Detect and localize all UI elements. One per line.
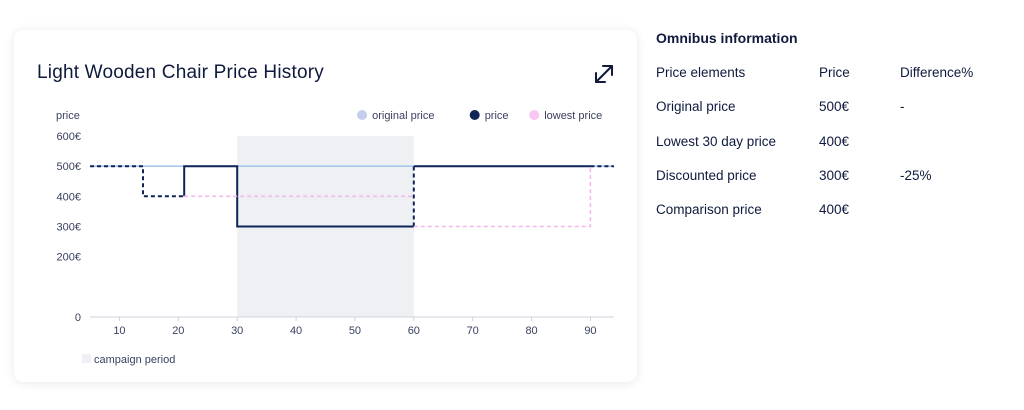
y-tick-label: 200€: [57, 252, 81, 264]
x-tick-label: 10: [113, 325, 125, 337]
x-tick-label: 30: [231, 325, 243, 337]
omnibus-info-panel: Omnibus information Price elements Price…: [656, 30, 1016, 236]
expand-diagonal-arrow-icon: [595, 65, 613, 83]
row-label: Comparison price: [656, 202, 762, 218]
omnibus-row-lowest-price: Lowest 30 day price 400€: [656, 134, 1016, 168]
omnibus-header-row: Price elements Price Difference%: [656, 65, 1016, 99]
row-price: 300€: [819, 167, 850, 183]
legend-marker: [469, 110, 480, 120]
y-tick-label: 600€: [57, 131, 81, 143]
price-line: [90, 165, 185, 198]
omnibus-row-comparison-price: Comparison price 400€: [656, 202, 1016, 236]
price-line: [183, 165, 414, 228]
price-history-chart: 0 200€ 300€ 400€ 500€ 600€ price 10 20 30 40 50 60 70…: [56, 110, 614, 366]
omnibus-title: Omnibus information: [656, 30, 798, 46]
lowest-price-line: [413, 166, 592, 228]
header-price: Price: [819, 65, 850, 80]
legend-label: lowest price: [544, 110, 602, 122]
legend-label: price: [485, 110, 509, 122]
row-price: 400€: [819, 133, 850, 149]
row-label: Original price: [656, 99, 736, 115]
y-tick-label: 400€: [57, 191, 81, 203]
row-price: 400€: [819, 202, 850, 218]
header-difference: Difference%: [900, 65, 974, 80]
y-tick-label: 0: [75, 312, 81, 324]
x-tick-label: 80: [525, 325, 537, 337]
expand-button[interactable]: [590, 60, 618, 88]
campaign-period-label: campaign period: [94, 354, 175, 366]
x-tick-label: 50: [349, 325, 361, 337]
x-tick-label: 20: [172, 325, 184, 337]
header-price-elements: Price elements: [656, 65, 746, 80]
row-price: 500€: [819, 99, 850, 115]
price-history-card: Light Wooden Chair Price History 0 200€ 30…: [14, 30, 637, 382]
x-tick-label: 40: [290, 325, 302, 337]
x-tick-label: 60: [408, 325, 420, 337]
chart-title: Light Wooden Chair Price History: [37, 62, 324, 83]
legend-marker: [357, 110, 368, 120]
row-difference: -: [900, 99, 905, 115]
campaign-period-swatch: [82, 354, 91, 363]
legend-marker: [529, 110, 540, 120]
omnibus-row-discounted-price: Discounted price 300€ -25%: [656, 168, 1016, 202]
y-tick-label: 300€: [57, 222, 81, 234]
legend-label: original price: [372, 110, 434, 122]
row-difference: -25%: [900, 167, 932, 183]
row-label: Lowest 30 day price: [656, 133, 777, 149]
x-tick-label: 70: [467, 325, 479, 337]
x-tick-label: 90: [584, 325, 596, 337]
omnibus-row-original-price: Original price 500€ -: [656, 99, 1016, 133]
row-label: Discounted price: [656, 167, 757, 183]
y-tick-label: 500€: [57, 161, 81, 173]
y-axis-label: price: [56, 110, 80, 122]
